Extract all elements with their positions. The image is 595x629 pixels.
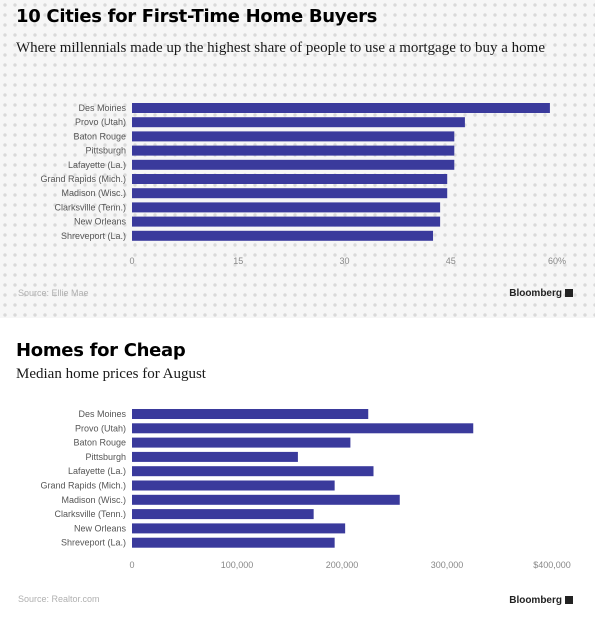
bar — [132, 437, 351, 448]
category-label: New Orleans — [74, 217, 127, 227]
bar — [132, 117, 465, 128]
bar — [132, 145, 455, 156]
bar — [132, 509, 314, 520]
category-label: Provo (Utah) — [75, 423, 126, 433]
category-label: New Orleans — [74, 523, 127, 533]
category-label: Grand Rapids (Mich.) — [40, 481, 126, 491]
bloomberg-square-icon — [565, 596, 573, 604]
bar — [132, 103, 550, 113]
bar — [132, 423, 474, 434]
bar — [132, 409, 369, 419]
bar — [132, 451, 298, 462]
tick-label: 100,000 — [221, 560, 254, 570]
bloomberg-logo: Bloomberg — [509, 288, 573, 299]
category-label: Lafayette (La.) — [68, 466, 126, 476]
category-label: Clarksville (Tenn.) — [54, 202, 126, 212]
bar — [132, 537, 335, 548]
tick-label: 300,000 — [431, 560, 464, 570]
category-label: Madison (Wisc.) — [61, 495, 126, 505]
tick-label: 60% — [548, 256, 566, 266]
bar — [132, 494, 400, 505]
bar — [132, 466, 374, 477]
bar — [132, 159, 455, 170]
tick-label: 0 — [129, 256, 134, 266]
chart-title: 10 Cities for First-Time Home Buyers — [16, 6, 378, 27]
bar — [132, 480, 335, 491]
tick-label: 200,000 — [326, 560, 359, 570]
tick-label: 15 — [233, 256, 243, 266]
category-label: Des Moines — [78, 103, 126, 113]
category-label: Shreveport (La.) — [61, 538, 126, 548]
bar — [132, 230, 434, 241]
chart-subtitle: Median home prices for August — [16, 366, 206, 382]
bar — [132, 131, 455, 142]
bar-chart-home-prices: Des Moines Provo (Utah) Baton Rouge Pittsbu… — [40, 409, 571, 570]
category-label: Grand Rapids (Mich.) — [40, 174, 126, 184]
category-label: Baton Rouge — [73, 438, 126, 448]
bar — [132, 523, 346, 534]
bar — [132, 216, 441, 227]
category-label: Clarksville (Tenn.) — [54, 509, 126, 519]
category-label: Madison (Wisc.) — [61, 188, 126, 198]
tick-label: 0 — [129, 560, 134, 570]
category-label: Provo (Utah) — [75, 117, 126, 127]
chart-title: Homes for Cheap — [16, 340, 186, 361]
bar — [132, 202, 441, 213]
bloomberg-logo: Bloomberg — [509, 595, 573, 606]
bar — [132, 174, 448, 184]
bar-chart-first-time-buyers: Des Moines Provo (Utah) Baton Rouge Pittsbu… — [40, 103, 566, 266]
tick-label: 45 — [446, 256, 456, 266]
category-label: Des Moines — [78, 409, 126, 419]
tick-label: $400,000 — [533, 560, 571, 570]
source-note: Source: Ellie Mae — [18, 288, 89, 298]
bloomberg-square-icon — [565, 289, 573, 297]
category-label: Pittsburgh — [85, 146, 126, 156]
chart-panel-homes-for-cheap: Homes for Cheap Median home prices for A… — [0, 330, 595, 629]
category-label: Shreveport (La.) — [61, 231, 126, 241]
category-label: Lafayette (La.) — [68, 160, 126, 170]
tick-label: 30 — [339, 256, 349, 266]
chart-panel-first-time-buyers: 10 Cities for First-Time Home Buyers Whe… — [0, 0, 595, 318]
category-label: Baton Rouge — [73, 131, 126, 141]
category-label: Pittsburgh — [85, 452, 126, 462]
source-note: Source: Realtor.com — [18, 594, 100, 604]
chart-subtitle: Where millennials made up the highest sh… — [16, 40, 546, 56]
bar — [132, 188, 448, 199]
